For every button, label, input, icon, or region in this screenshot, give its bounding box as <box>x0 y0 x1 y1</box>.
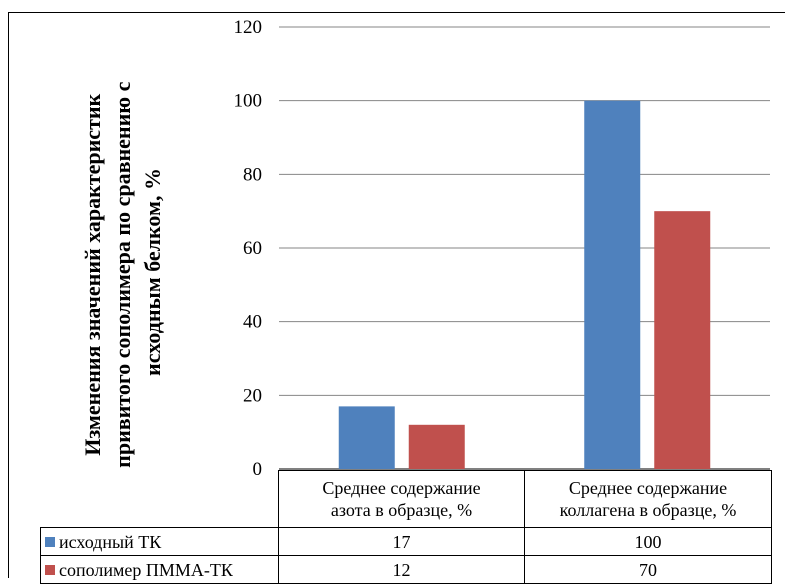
legend-label: сополимер ПММА-ТК <box>59 559 233 580</box>
legend-swatch-red <box>45 565 55 576</box>
y-tick-label: 40 <box>243 312 262 333</box>
y-axis-label-line-3: исходным белком, % <box>140 168 165 376</box>
y-tick-label: 20 <box>243 385 262 406</box>
legend-entry-series-1: исходный ТК <box>40 527 279 556</box>
category-label-line: азота в образце, % <box>330 500 473 520</box>
data-table: Среднее содержание азота в образце, % Ср… <box>40 470 772 584</box>
y-tick-label: 80 <box>243 164 262 185</box>
bar <box>408 424 465 469</box>
legend-swatch-blue <box>45 537 55 548</box>
y-tick-label: 60 <box>243 238 262 259</box>
data-label: 17 <box>278 527 525 556</box>
category-header-nitrogen: Среднее содержание азота в образце, % <box>278 470 525 528</box>
bars <box>338 100 711 470</box>
legend-entry-series-2: сополимер ПММА-ТК <box>40 555 279 584</box>
y-axis-label-line-1: Изменения значений характеристик <box>80 93 105 455</box>
category-label-line: Среднее содержание <box>568 478 728 498</box>
legend-label: исходный ТК <box>59 531 162 552</box>
bar <box>654 211 711 469</box>
bar <box>338 406 395 469</box>
y-tick-label: 0 <box>253 459 263 480</box>
frame-top-border <box>8 12 785 13</box>
data-table-header-row: Среднее содержание азота в образце, % Ср… <box>40 470 772 528</box>
data-label: 12 <box>278 555 525 584</box>
y-tick-label: 120 <box>234 17 263 38</box>
category-label-line: коллагена в образце, % <box>559 500 737 520</box>
y-axis-label: Изменения значений характеристик привито… <box>80 76 165 468</box>
bar <box>584 100 641 470</box>
data-label: 100 <box>524 527 772 556</box>
data-label: 70 <box>524 555 772 584</box>
y-tick-label: 100 <box>234 91 263 112</box>
data-table-row-series-1: исходный ТК 17 100 <box>40 527 772 556</box>
data-table-row-series-2: сополимер ПММА-ТК 12 70 <box>40 555 772 584</box>
frame-left-border <box>8 12 9 578</box>
data-table-corner <box>40 470 279 528</box>
y-axis-label-line-2: привитого сополимера по сравнению с <box>110 81 135 467</box>
category-header-collagen: Среднее содержание коллагена в образце, … <box>524 470 772 528</box>
category-label-line: Среднее содержание <box>322 478 481 498</box>
y-tick-labels: 0 20 40 60 80 100 120 <box>234 17 263 480</box>
